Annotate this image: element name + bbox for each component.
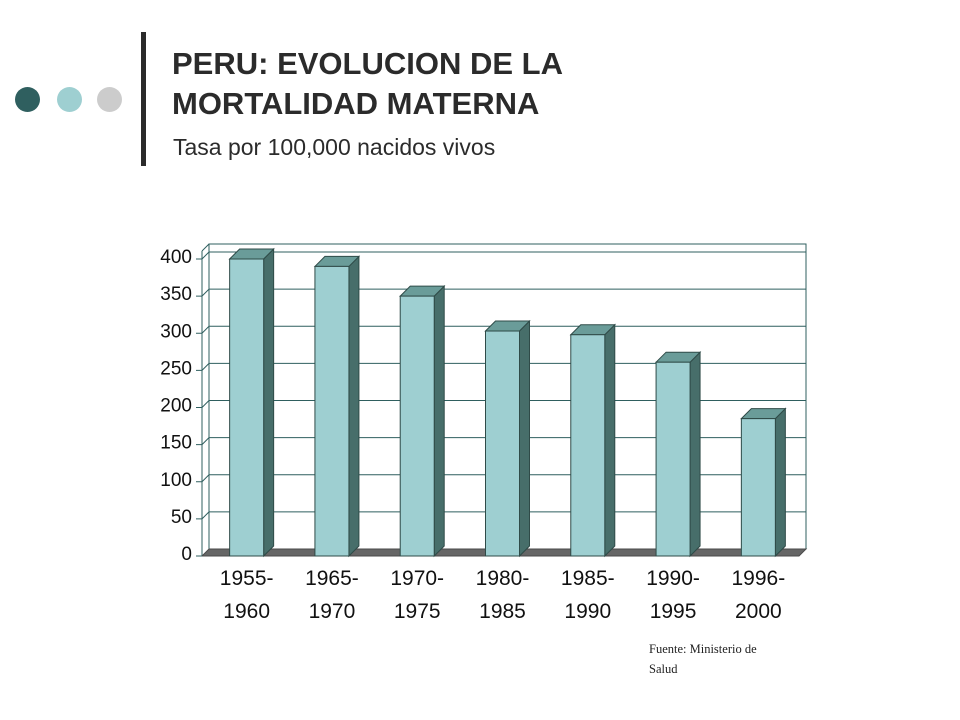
- bar: [484, 319, 531, 558]
- x-tick-label: 1990: [564, 600, 611, 623]
- bar: [740, 407, 787, 558]
- x-tick-label: 1985-: [561, 567, 615, 590]
- source-line-2: Salud: [649, 662, 678, 676]
- y-tick-label: 350: [160, 284, 192, 305]
- bar-front-face: [314, 265, 350, 557]
- x-axis-layer: 1955- 1960 1965- 1970 1970- 1975 1980- 1985 1985…: [220, 567, 785, 623]
- bar-front-face: [485, 330, 520, 557]
- bar-side-face: [433, 284, 445, 558]
- slide-subtitle: Tasa por 100,000 nacidos vivos: [173, 134, 496, 160]
- bar: [654, 351, 702, 558]
- x-tick-label: 2000: [735, 600, 782, 623]
- bar-front-face: [655, 361, 691, 557]
- bar: [313, 255, 361, 558]
- bar-front-face: [740, 418, 776, 557]
- x-tick-label: 1970-: [390, 567, 444, 590]
- decorative-dots: [15, 87, 125, 115]
- title-line-1: PERU: EVOLUCION DE LA: [172, 46, 563, 81]
- bars-layer: [228, 247, 787, 558]
- bar-side-face: [604, 323, 616, 558]
- bar-side-face: [689, 351, 701, 558]
- slide-title: PERU: EVOLUCION DE LA MORTALIDAD MATERNA: [172, 44, 563, 124]
- bar: [228, 247, 275, 558]
- gridline-side: [201, 325, 210, 334]
- y-tick-label: 400: [160, 247, 192, 268]
- x-tick-label: 1970: [309, 600, 356, 623]
- bar-front-face: [570, 334, 606, 557]
- y-tick-label: 250: [160, 358, 192, 379]
- x-tick-label: 1960: [223, 600, 270, 623]
- gridline-side: [201, 511, 210, 520]
- x-tick-label: 1990-: [646, 567, 700, 590]
- y-tick-label: 300: [160, 321, 192, 342]
- gridline-side: [201, 437, 210, 445]
- x-tick-label: 1980-: [476, 567, 530, 590]
- source-line-1: Fuente: Ministerio de: [649, 642, 757, 656]
- title-line-2: MORTALIDAD MATERNA: [172, 86, 540, 121]
- y-tick-label: 200: [160, 396, 192, 417]
- bar-side-face: [774, 407, 786, 558]
- title-divider-rule: [141, 32, 146, 166]
- x-tick-label: 1985: [479, 600, 526, 623]
- source-note: Fuente: Ministerio de Salud: [649, 639, 799, 679]
- bar-front-face: [229, 258, 265, 557]
- x-tick-label: 1995: [650, 600, 697, 623]
- x-tick-label: 1996-: [731, 567, 785, 590]
- gridline-side: [201, 288, 210, 297]
- gridline-side: [201, 400, 210, 408]
- dot-dark-teal: [15, 87, 40, 112]
- side-wall-top-edge: [201, 243, 210, 252]
- bar: [399, 284, 446, 558]
- gridline-side: [201, 474, 210, 483]
- y-tick-label: 50: [171, 507, 192, 528]
- x-tick-label: 1965-: [305, 567, 359, 590]
- y-tick-label: 150: [160, 433, 192, 454]
- gridline-side: [201, 251, 210, 260]
- y-axis-layer: 0 50 100 150 200 250 300 350 400: [160, 247, 202, 565]
- bar-side-face: [348, 255, 360, 558]
- bar-front-face: [399, 295, 435, 557]
- x-tick-label: 1975: [394, 600, 441, 623]
- y-tick-label: 0: [181, 544, 192, 565]
- gridline-side: [201, 363, 210, 371]
- bar-side-face: [519, 319, 530, 558]
- bar-side-face: [263, 247, 275, 558]
- dot-gray: [97, 87, 122, 112]
- bar: [569, 323, 616, 558]
- dot-light-teal: [57, 87, 82, 112]
- x-tick-label: 1955-: [220, 567, 274, 590]
- y-tick-label: 100: [160, 470, 192, 491]
